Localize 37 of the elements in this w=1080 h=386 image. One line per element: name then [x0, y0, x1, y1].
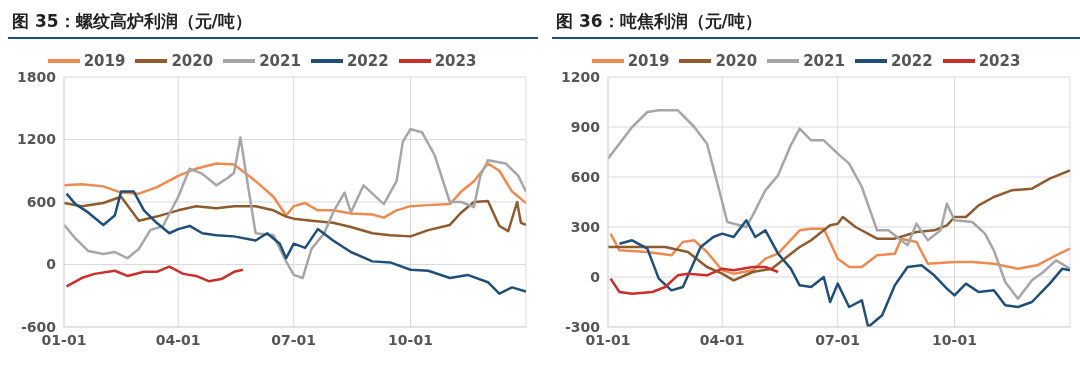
y-tick-label: 1800 — [17, 68, 57, 85]
legend-label: 2022 — [890, 51, 933, 70]
x-tick-label: 10-01 — [932, 331, 977, 348]
line-series — [64, 127, 526, 280]
legend-label: 2021 — [259, 51, 301, 70]
line-series — [65, 190, 526, 295]
x-tick-label: 07-01 — [271, 331, 317, 348]
legend-label: 2022 — [346, 51, 389, 70]
legend-label: 2020 — [715, 51, 758, 70]
chart-title: 图 35：螺纹高炉利润（元/吨） — [8, 8, 538, 39]
legend-label: 2021 — [803, 51, 845, 70]
legend-label: 2023 — [978, 51, 1021, 70]
line-series — [608, 109, 1070, 300]
line-series — [618, 219, 1070, 327]
legend-label: 2023 — [434, 51, 477, 70]
x-tick-label: 04-01 — [699, 331, 745, 348]
line-series — [65, 265, 245, 288]
line-series — [608, 169, 1070, 282]
x-tick-label: 07-01 — [815, 331, 861, 348]
y-tick-label: 1200 — [561, 68, 601, 85]
line-series — [609, 265, 780, 295]
y-tick-label: 300 — [570, 218, 601, 235]
line-series — [64, 162, 526, 219]
legend-label: 2019 — [83, 51, 126, 70]
y-tick-label: 1200 — [17, 131, 57, 148]
y-tick-label: 900 — [570, 118, 601, 135]
y-tick-label: 600 — [570, 168, 601, 185]
legend-label: 2020 — [171, 51, 214, 70]
x-tick-label: 04-01 — [155, 331, 201, 348]
y-tick-label: 0 — [46, 256, 57, 273]
y-tick-label: 0 — [590, 268, 601, 285]
chart-title: 图 36：吨焦利润（元/吨） — [552, 8, 1080, 39]
y-tick-label: 600 — [26, 193, 57, 210]
line-series — [609, 227, 1070, 275]
legend-label: 2019 — [627, 51, 670, 70]
x-tick-label: 10-01 — [388, 331, 433, 348]
line-series — [64, 195, 526, 238]
